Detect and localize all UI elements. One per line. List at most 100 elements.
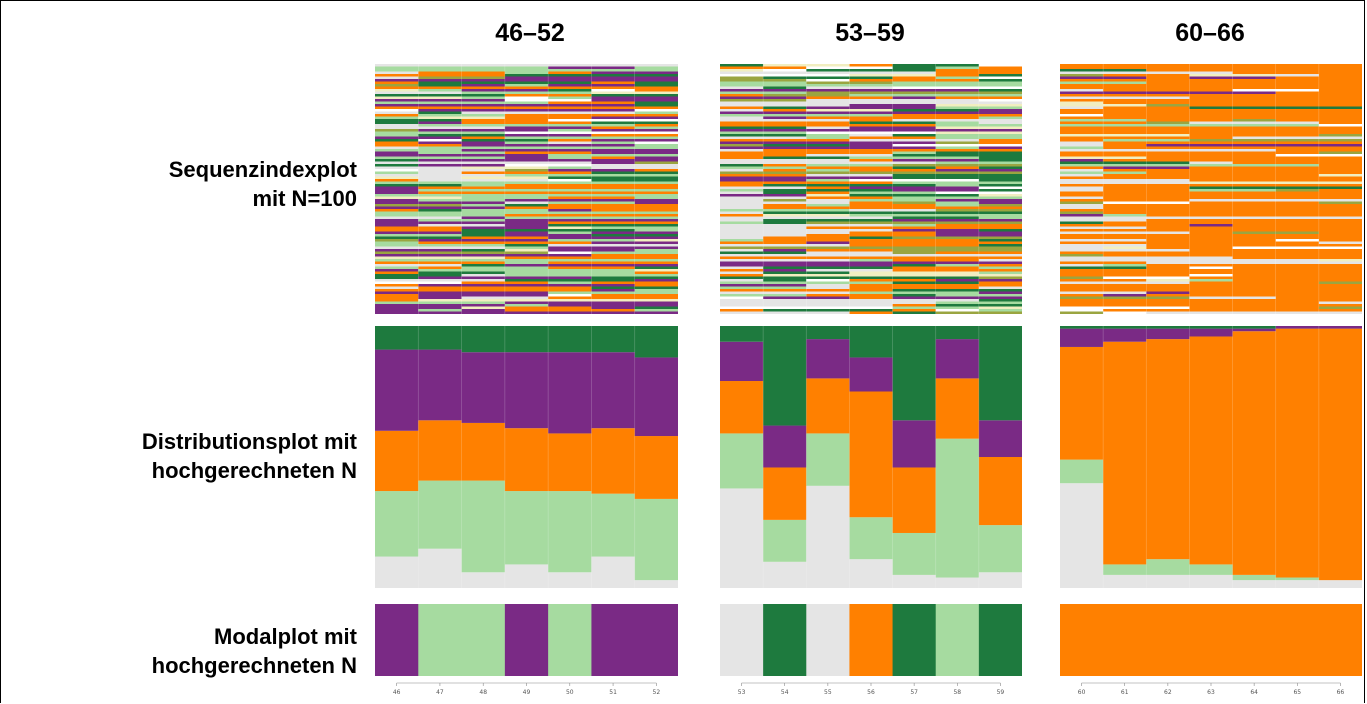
sequence-cell xyxy=(418,79,462,82)
sequence-cell xyxy=(1318,126,1362,130)
sequence-cell xyxy=(720,289,764,292)
sequence-cell xyxy=(935,136,980,140)
sequence-cell xyxy=(1318,204,1362,207)
sequence-cell xyxy=(1232,96,1277,100)
sequence-cell xyxy=(720,169,764,172)
sequence-cell xyxy=(806,141,850,145)
sequence-cell xyxy=(806,134,850,137)
sequence-cell xyxy=(892,186,937,190)
sequence-cell xyxy=(1146,119,1190,122)
sequence-cell xyxy=(763,236,807,240)
sequence-cell xyxy=(806,64,850,67)
dist-segment-59-light_gray xyxy=(978,572,1022,588)
sequence-cell xyxy=(978,284,1022,287)
sequence-cell xyxy=(375,271,419,275)
sequence-cell xyxy=(634,241,678,245)
sequence-cell xyxy=(548,284,592,287)
sequence-cell xyxy=(634,144,678,147)
sequence-cell xyxy=(849,149,893,152)
sequence-cell xyxy=(892,146,937,150)
sequence-cell xyxy=(1103,231,1147,235)
sequence-cell xyxy=(892,311,937,314)
sequence-cell xyxy=(935,264,980,267)
sequence-cell xyxy=(1060,91,1104,95)
sequence-cell xyxy=(634,184,678,187)
sequence-cell xyxy=(591,69,636,72)
dist-segment-51-orange xyxy=(591,428,636,494)
dist-segment-66-purple xyxy=(1318,326,1362,329)
sequence-cell xyxy=(591,71,636,75)
sequence-cell xyxy=(634,291,678,295)
sequence-cell xyxy=(892,99,937,102)
sequence-cell xyxy=(1060,294,1104,297)
sequence-cell xyxy=(935,111,980,115)
sequence-cell xyxy=(461,306,506,310)
sequence-cell xyxy=(935,154,980,157)
sequence-cell xyxy=(634,221,678,225)
sequence-cell xyxy=(978,299,1022,302)
sequence-cell xyxy=(1146,181,1190,185)
sequence-cell xyxy=(504,189,549,192)
sequence-cell xyxy=(1275,311,1320,314)
sequence-cell xyxy=(504,104,549,107)
sequence-cell xyxy=(849,69,893,72)
row-label-distribution-line1: Distributionsplot mit xyxy=(141,429,357,454)
sequence-cell xyxy=(1232,249,1277,252)
sequence-cell xyxy=(978,169,1022,172)
sequence-cell xyxy=(504,201,549,205)
sequence-cell xyxy=(1275,139,1320,142)
sequence-cell xyxy=(720,161,764,165)
sequence-cell xyxy=(935,204,980,207)
sequence-cell xyxy=(375,149,419,152)
sequence-cell xyxy=(548,204,592,207)
sequence-cell xyxy=(504,281,549,285)
sequence-cell xyxy=(1060,274,1104,277)
sequence-cell xyxy=(1275,214,1320,217)
sequence-cell xyxy=(892,266,937,270)
sequence-cell xyxy=(1275,201,1320,205)
sequence-cell xyxy=(1318,199,1362,202)
sequence-cell xyxy=(1232,161,1277,165)
sequence-cell xyxy=(720,79,764,82)
sequence-cell xyxy=(1146,141,1190,145)
sequence-cell xyxy=(504,194,549,197)
sequence-cell xyxy=(935,94,980,97)
dist-segment-57-dark_green xyxy=(892,326,937,421)
dist-segment-53-light_gray xyxy=(720,488,764,588)
sequence-cell xyxy=(375,169,419,172)
sequence-cell xyxy=(1232,294,1277,297)
sequence-cell xyxy=(548,189,592,192)
sequence-cell xyxy=(978,224,1022,227)
sequence-cell xyxy=(548,79,592,82)
sequence-cell xyxy=(1146,201,1190,205)
dist-segment-59-purple xyxy=(978,420,1022,457)
sequence-cell xyxy=(591,96,636,100)
sequence-cell xyxy=(1275,191,1320,195)
sequence-cell xyxy=(892,121,937,125)
sequence-cell xyxy=(892,224,937,227)
dist-segment-64-dark_green xyxy=(1232,326,1277,329)
sequence-cell xyxy=(935,194,980,197)
sequence-cell xyxy=(935,139,980,142)
sequence-cell xyxy=(806,119,850,122)
sequence-cell xyxy=(849,256,893,260)
sequence-cell xyxy=(806,261,850,265)
sequence-cell xyxy=(375,64,419,67)
sequence-cell xyxy=(720,171,764,175)
sequence-cell xyxy=(591,309,636,312)
modal-bar-47 xyxy=(418,604,462,676)
sequence-cell xyxy=(1060,156,1104,160)
dist-segment-63-light_gray xyxy=(1189,574,1233,588)
sequence-cell xyxy=(1189,74,1233,77)
sequence-cell xyxy=(892,276,937,280)
sequence-cell xyxy=(892,109,937,112)
sequence-cell xyxy=(763,256,807,260)
sequence-cell xyxy=(935,206,980,210)
sequence-cell xyxy=(591,239,636,242)
sequence-cell xyxy=(763,114,807,117)
sequence-cell xyxy=(935,294,980,297)
sequence-cell xyxy=(1060,221,1104,225)
sequence-cell xyxy=(591,151,636,155)
sequence-cell xyxy=(1318,286,1362,290)
sequence-cell xyxy=(591,259,636,262)
